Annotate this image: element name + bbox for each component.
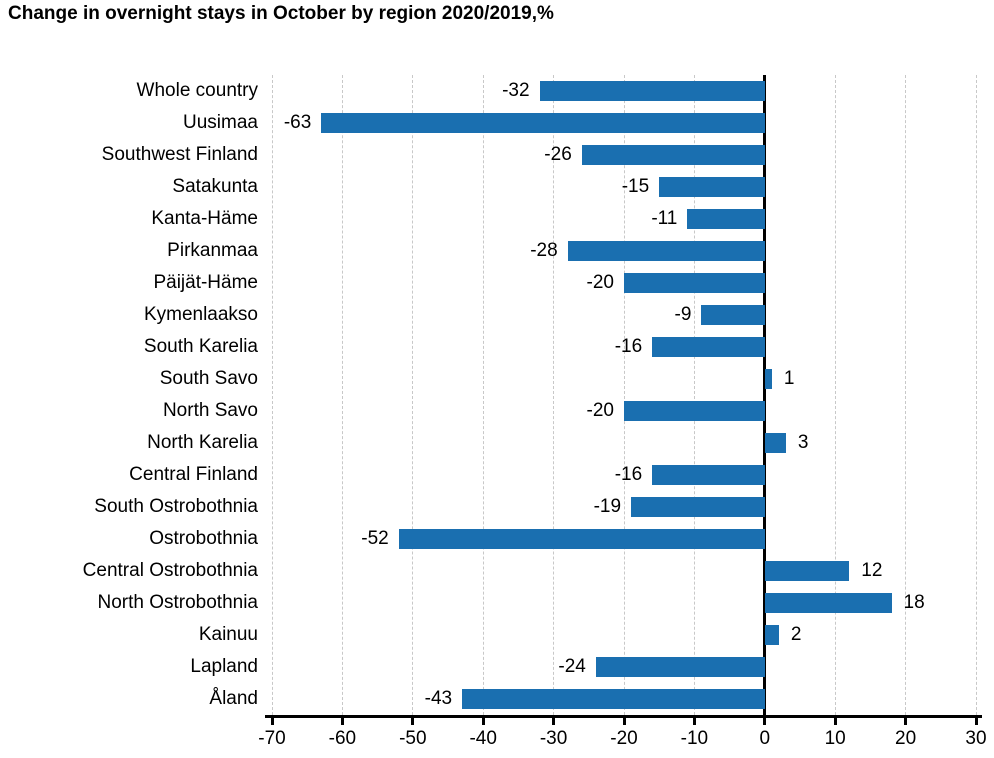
gridline xyxy=(553,75,555,715)
bar-value-label: -43 xyxy=(424,688,453,709)
x-tick-label: 20 xyxy=(895,728,917,749)
bar-value-label: -9 xyxy=(674,304,692,325)
bar xyxy=(624,401,765,421)
bar xyxy=(462,689,765,709)
bar-value-label: 12 xyxy=(861,560,883,581)
category-label: Whole country xyxy=(136,80,258,101)
x-tick-label: -70 xyxy=(258,728,286,749)
x-tick-mark xyxy=(340,715,344,725)
category-label: South Ostrobothnia xyxy=(94,496,258,517)
x-tick-mark xyxy=(904,715,908,725)
category-label: Uusimaa xyxy=(183,112,258,133)
gridline xyxy=(341,75,343,715)
category-label: Southwest Finland xyxy=(101,144,258,165)
plot-area: -32 -63 -26 -15 -11 -28 -20 -9 -16 1 -20 3 -16 -19 -52… xyxy=(271,75,977,715)
x-tick-mark xyxy=(833,715,837,725)
bar xyxy=(321,113,765,133)
bar-value-label: -28 xyxy=(530,240,558,261)
bar-value-label: 1 xyxy=(783,368,795,389)
bar-value-label: -16 xyxy=(614,464,643,485)
bar-value-label: -32 xyxy=(502,80,530,101)
bar xyxy=(764,625,779,645)
category-label: South Karelia xyxy=(143,336,258,357)
x-tick-mark xyxy=(622,715,626,725)
category-label: South Savo xyxy=(159,368,258,389)
x-tick-mark xyxy=(270,715,274,725)
x-tick-label: 0 xyxy=(759,728,771,749)
x-tick-label: -30 xyxy=(539,728,568,749)
chart-title: Change in overnight stays in October by … xyxy=(8,3,554,24)
bar-value-label: -19 xyxy=(593,496,622,517)
bar-value-label: -20 xyxy=(586,272,614,293)
category-label: Kainuu xyxy=(198,624,258,645)
bar-value-label: -11 xyxy=(651,208,678,229)
bar xyxy=(595,657,765,677)
category-label: Pirkanmaa xyxy=(167,240,258,261)
bar xyxy=(701,305,765,325)
x-tick-label: -20 xyxy=(610,728,638,749)
category-label: Åland xyxy=(209,688,258,709)
bar xyxy=(764,593,892,613)
bar xyxy=(567,241,765,261)
bar-value-label: -15 xyxy=(621,176,650,197)
bar-value-label: -24 xyxy=(558,656,586,677)
x-tick-mark xyxy=(552,715,556,725)
bar-value-label: -63 xyxy=(283,112,312,133)
bar xyxy=(631,497,765,517)
bar-value-label: -16 xyxy=(614,336,643,357)
category-label: Päijät-Häme xyxy=(153,272,258,293)
bar xyxy=(659,177,765,197)
bar-value-label: -26 xyxy=(544,144,572,165)
category-label: Satakunta xyxy=(172,176,258,197)
x-tick-label: 30 xyxy=(965,728,987,749)
bar xyxy=(687,209,765,229)
bar xyxy=(764,369,772,389)
bar xyxy=(652,465,765,485)
category-label: Kymenlaakso xyxy=(143,304,258,325)
category-axis: Whole country Uusimaa Southwest Finland Sat… xyxy=(0,75,258,715)
x-tick-mark xyxy=(692,715,696,725)
gridline xyxy=(482,75,484,715)
bar xyxy=(539,81,765,101)
bar-value-label: -52 xyxy=(361,528,389,549)
x-tick-mark xyxy=(411,715,415,725)
bar xyxy=(398,529,765,549)
x-tick-label: -40 xyxy=(469,728,497,749)
zero-baseline xyxy=(763,75,767,715)
bar xyxy=(581,145,765,165)
bar xyxy=(624,273,765,293)
category-label: Ostrobothnia xyxy=(149,528,258,549)
category-label: North Karelia xyxy=(147,432,258,453)
bar xyxy=(764,433,786,453)
gridline xyxy=(834,75,836,715)
x-tick-mark xyxy=(481,715,485,725)
x-tick-mark xyxy=(763,715,767,725)
bar-value-label: 18 xyxy=(903,592,925,613)
category-label: Central Ostrobothnia xyxy=(82,560,258,581)
category-label: North Ostrobothnia xyxy=(97,592,258,613)
gridline xyxy=(412,75,414,715)
x-tick-mark xyxy=(974,715,978,725)
category-label: North Savo xyxy=(162,400,258,421)
category-label: Lapland xyxy=(190,656,258,677)
x-tick-label: 10 xyxy=(824,728,846,749)
gridline xyxy=(905,75,907,715)
gridline xyxy=(623,75,625,715)
x-tick-label: -60 xyxy=(328,728,357,749)
bar-value-label: -20 xyxy=(586,400,614,421)
gridline xyxy=(271,75,273,715)
gridline xyxy=(975,75,977,715)
x-tick-label: -50 xyxy=(399,728,427,749)
bar-value-label: 2 xyxy=(790,624,802,645)
category-label: Kanta-Häme xyxy=(151,208,258,229)
gridline xyxy=(693,75,695,715)
bar xyxy=(764,561,850,581)
bar xyxy=(652,337,765,357)
x-tick-label: -10 xyxy=(680,728,709,749)
category-label: Central Finland xyxy=(129,464,258,485)
bar-value-label: 3 xyxy=(797,432,809,453)
